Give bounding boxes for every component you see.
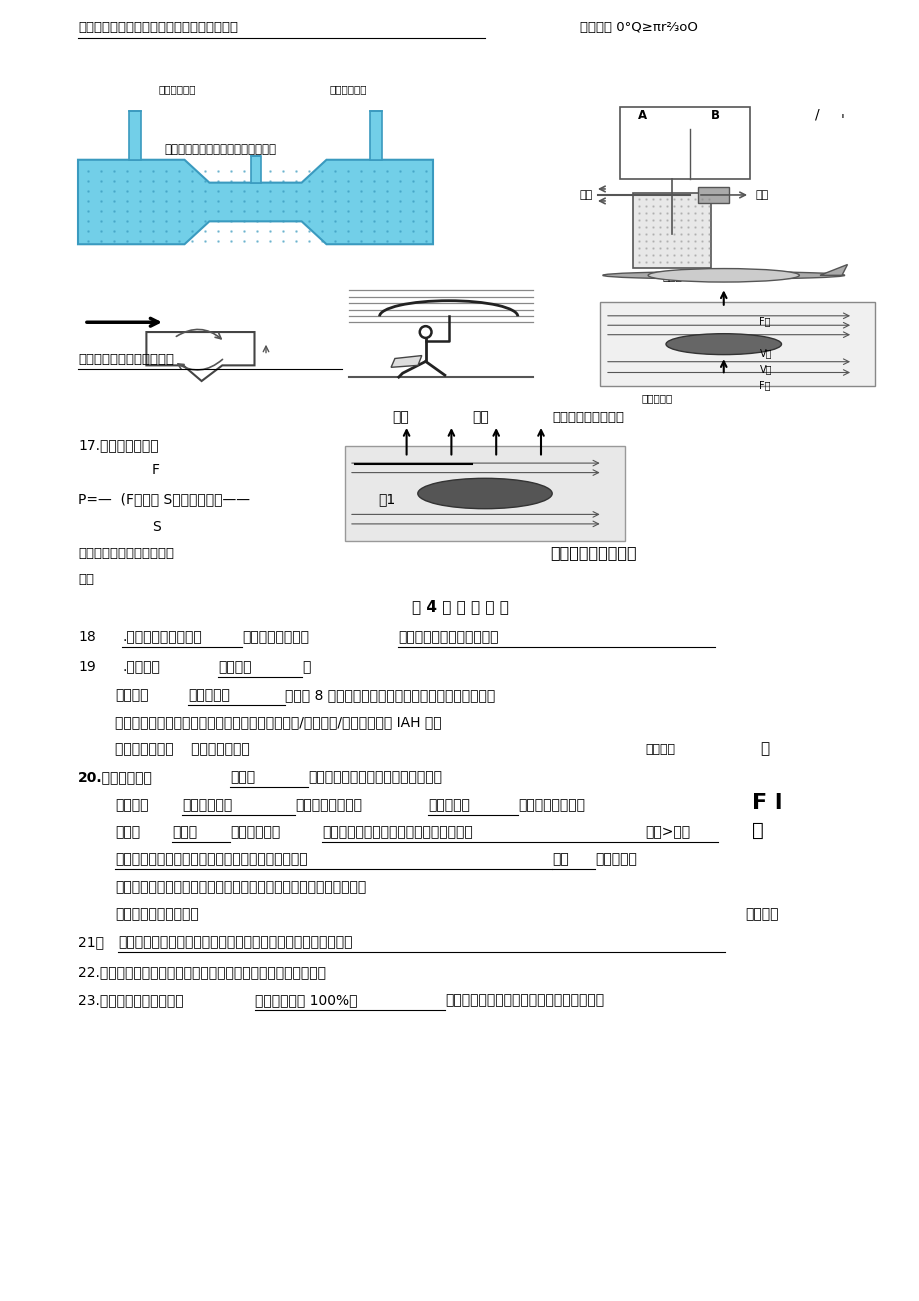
Text: 升力: 升力 [471,410,488,424]
Text: F: F [152,463,160,477]
Text: 温度计: 温度计 [230,770,255,785]
Text: V下: V下 [759,364,771,375]
Text: ，由干球温度计和: ，由干球温度计和 [295,798,361,812]
Text: 风向标：测风向    风速仪：测风速: 风向标：测风向 风速仪：测风速 [115,742,249,756]
Text: 升力: 升力 [391,410,408,424]
Text: 23.水汽凝结：当空气中的: 23.水汽凝结：当空气中的 [78,993,184,1007]
Circle shape [419,327,431,338]
Ellipse shape [647,268,799,282]
Ellipse shape [417,479,551,509]
Text: 21、: 21、 [78,935,104,948]
Text: 差）: 差） [78,572,94,585]
Text: 20.空气的湿度：: 20.空气的湿度： [78,770,153,785]
Text: ：: ： [301,660,310,674]
Text: （干湿球、毛发、自动感应湿度计）: （干湿球、毛发、自动感应湿度计） [308,770,441,785]
Text: 贮水槽: 贮水槽 [662,272,681,282]
Text: 风速：单位时间内空气流动的距离，常用单位：米/秒、千米/时，风速受日 IAH 寿子: 风速：单位时间内空气流动的距离，常用单位：米/秒、千米/时，风速受日 IAH 寿… [115,716,441,729]
Text: 相对湿度达到 100%时: 相对湿度达到 100%时 [255,993,357,1007]
Text: 再查表得出相应的湿度: 再查表得出相应的湿度 [115,907,199,921]
Text: ，常用 8 种风向：东南西北、东南、西南、东北、西北: ，常用 8 种风向：东南西北、东南、西南、东北、西北 [285,688,494,703]
Text: 17.压强计算公式：: 17.压强计算公式： [78,438,158,451]
Text: 流速高压强小: 流速高压强小 [158,85,196,94]
Text: 18: 18 [78,630,96,644]
Text: 每秒流经管子各部分的流体体积相等: 每秒流经管子各部分的流体体积相等 [164,143,276,156]
Text: 活塞: 活塞 [754,190,767,200]
Text: 空气流速快，压强小: 空气流速快，压强小 [551,411,623,424]
Bar [632,194,710,268]
Text: 飞晨东北: 飞晨东北 [644,743,675,756]
Text: 球温度计的读数，再读出湿球温度计的读数，然后计算它们的温度差: 球温度计的读数，再读出湿球温度计的读数，然后计算它们的温度差 [115,879,366,894]
Bar [250,156,260,182]
Text: 基本要素: 基本要素 [218,660,251,674]
Text: P=—  (F：压力 S：受力面积）——: P=— (F：压力 S：受力面积）—— [78,492,250,506]
Text: V上: V上 [759,349,771,358]
Bar [369,112,381,160]
Text: 空气流速慢，压强大: 空气流速慢，压强大 [550,545,636,559]
Text: 飞机的升力: 飞机的升力 [641,393,672,403]
Text: 吹来的方向: 吹来的方向 [187,688,230,703]
Text: 最常用：: 最常用： [115,798,148,812]
Text: 流速低压强大: 流速低压强大 [329,85,366,94]
Text: 19: 19 [78,660,96,674]
Text: 流体遇到的碍时，流速会变大，导致压强变小: 流体遇到的碍时，流速会变大，导致压强变小 [78,21,238,34]
Text: 湿球温度计的棉纱中水分蒸发吸热，温度: 湿球温度计的棉纱中水分蒸发吸热，温度 [322,825,472,839]
Text: 方法: 方法 [551,852,568,866]
Text: 22.云或雾：空气中的水汽在一定条件下凝结出细小的水珠或冰晶: 22.云或雾：空气中的水汽在一定条件下凝结出细小的水珠或冰晶 [78,965,325,978]
Text: 组成，湿球温度计: 组成，湿球温度计 [517,798,584,812]
Text: .风是空气的水平运动: .风是空气的水平运动 [122,630,201,644]
Bar [345,446,624,541]
Text: （此公式算出的是两个压强: （此公式算出的是两个压强 [78,546,174,559]
Text: S: S [152,520,161,533]
Bar [599,302,874,386]
Text: 风从高气压区流向低气压区: 风从高气压区流向低气压区 [398,630,498,644]
Text: ＝1: ＝1 [378,492,395,506]
Polygon shape [391,355,421,367]
Text: 西南>东南: 西南>东南 [644,825,689,839]
Text: 湿度越大，空气中的水汽就越丰富，成云、降水的可能性也越大: 湿度越大，空气中的水汽就越丰富，成云、降水的可能性也越大 [118,935,352,948]
Text: 电吹风三 0°Q≥πr⅔oO: 电吹风三 0°Q≥πr⅔oO [579,21,698,34]
Bar [129,112,141,160]
Text: 球部们: 球部们 [115,825,140,839]
Text: .风的两个: .风的两个 [122,660,160,674]
Polygon shape [78,160,433,245]
Text: F上: F上 [759,316,770,325]
Text: 风向：风: 风向：风 [115,688,148,703]
Text: ，空气中就很难再容纳更多的水汽，如果三: ，空气中就很难再容纳更多的水汽，如果三 [445,993,604,1007]
Text: /: / [814,108,819,122]
Text: 东: 东 [751,821,763,840]
Text: 南六级风: 南六级风 [744,907,777,921]
Text: 喷嘴: 喷嘴 [579,190,593,200]
Text: F l: F l [751,794,782,813]
Text: F下: F下 [759,380,770,390]
Text: 计温度较低。空气中湿度越小，蒸发越快，温差越大: 计温度较低。空气中湿度越小，蒸发越快，温差越大 [115,852,307,866]
Text: 同一水平高度上，: 同一水平高度上， [242,630,309,644]
Text: 力的方向：压强大向压强小: 力的方向：压强大向压强小 [78,353,174,366]
Text: 湿棉纱: 湿棉纱 [172,825,197,839]
Bar [619,108,749,178]
Text: 干湿球湿度计: 干湿球湿度计 [182,798,232,812]
Text: A: A [638,109,647,122]
Polygon shape [146,332,255,381]
Text: 北: 北 [759,742,768,756]
Polygon shape [819,264,846,276]
Text: 湿球温度计: 湿球温度计 [427,798,470,812]
Text: ': ' [840,113,844,126]
Ellipse shape [602,272,844,278]
Text: 包着。原理：: 包着。原理： [230,825,280,839]
Text: B: B [710,109,720,122]
Bar [698,187,729,203]
Text: ：先读出干: ：先读出干 [595,852,636,866]
Text: 第 4 节 风 和 降 水: 第 4 节 风 和 降 水 [411,598,508,614]
Ellipse shape [665,333,780,355]
